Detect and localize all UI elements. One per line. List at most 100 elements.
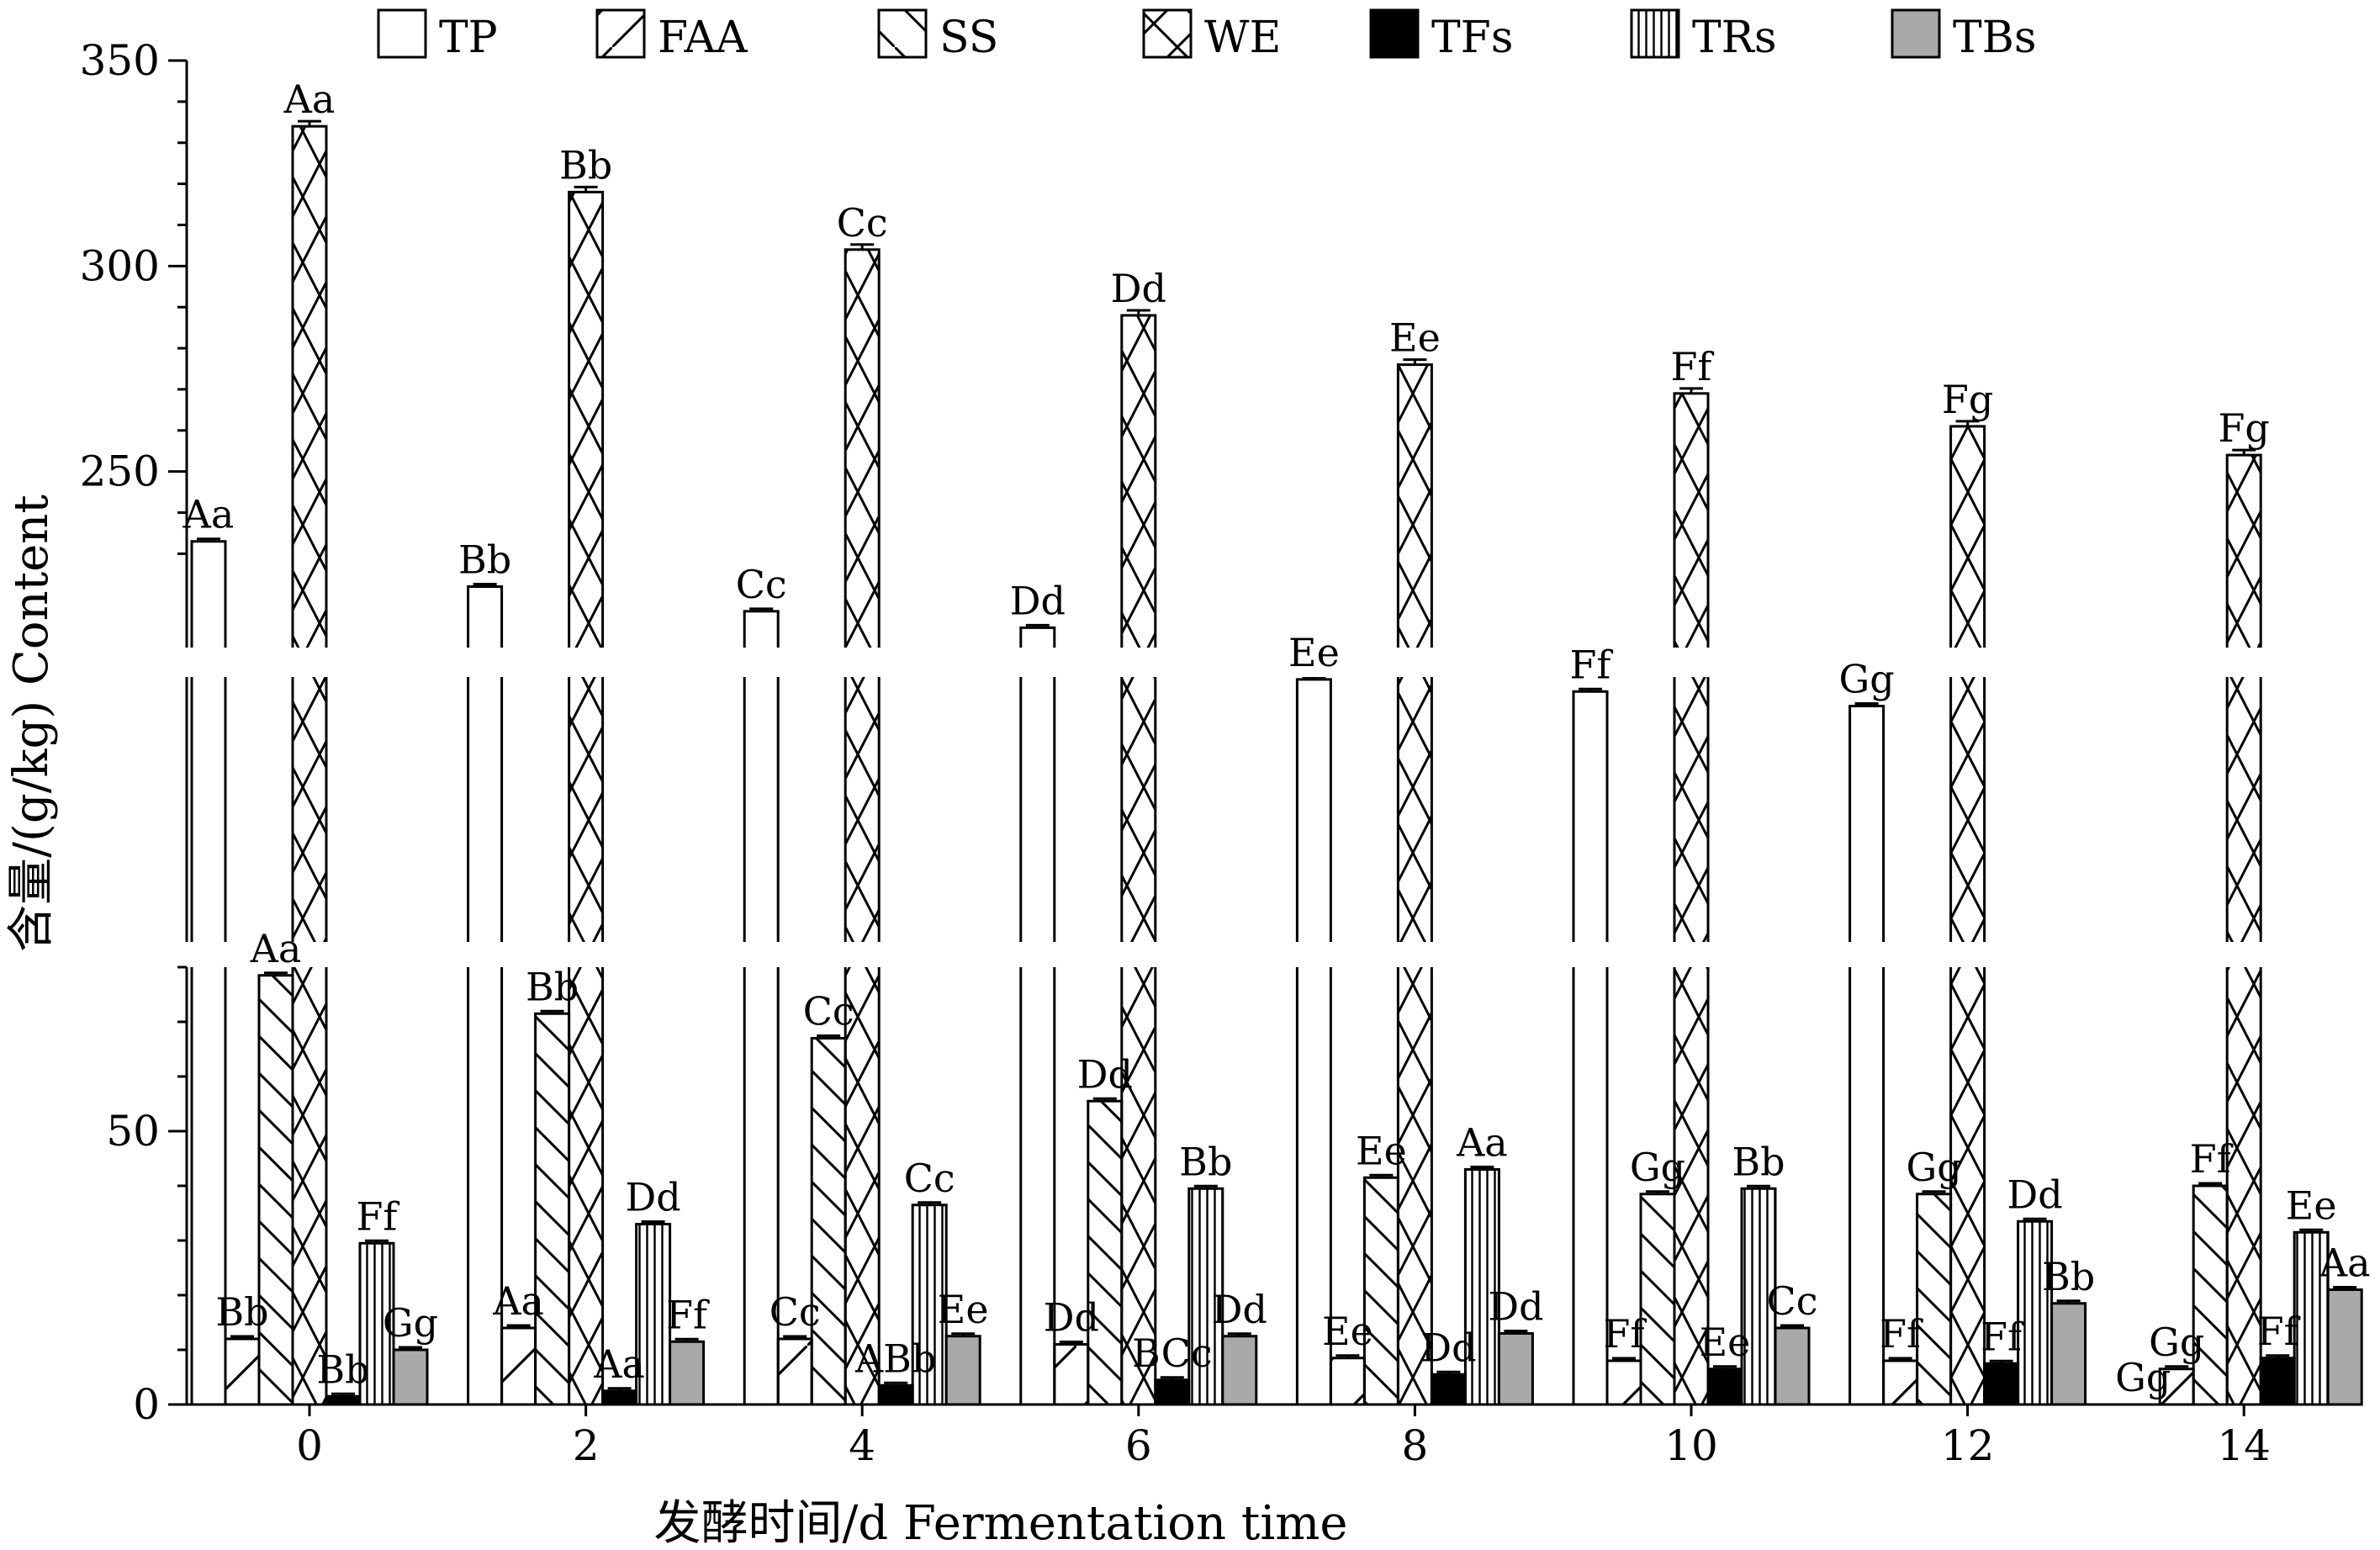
x-tick-label-6: 6 <box>1125 1421 1152 1470</box>
bar-faa-4 <box>776 1337 813 1406</box>
significance-label-ss-12: Gg <box>1906 1145 1961 1190</box>
significance-label-tbs-10: Cc <box>1767 1278 1818 1324</box>
significance-label-ss-2: Bb <box>526 964 579 1009</box>
significance-label-we-6: Dd <box>1111 266 1166 311</box>
significance-label-faa-8: Ee <box>1322 1309 1373 1354</box>
bar-tbs-4 <box>944 1335 981 1406</box>
bar-tfs-8 <box>1430 1373 1467 1406</box>
bar-ss-12 <box>1916 1193 1953 1406</box>
significance-label-trs-4: Cc <box>904 1156 955 1201</box>
significance-label-we-12: Fg <box>1942 377 1993 422</box>
significance-label-tfs-2: Aa <box>593 1341 645 1387</box>
bar-tp-10 <box>1572 690 1609 1406</box>
significance-label-faa-10: Ff <box>1604 1311 1647 1357</box>
significance-label-ss-0: Aa <box>250 926 302 971</box>
significance-label-tbs-14: Aa <box>2319 1241 2371 1286</box>
bar-ss-4 <box>810 1037 847 1406</box>
bar-we-2 <box>568 190 605 1406</box>
significance-label-tfs-6: BCc <box>1132 1330 1213 1376</box>
bar-we-14 <box>2225 453 2262 1406</box>
bar-we-6 <box>1120 314 1157 1406</box>
bar-tbs-14 <box>2326 1288 2363 1406</box>
x-tick-label-2: 2 <box>573 1421 600 1470</box>
y-tick-label-50: 50 <box>106 1107 160 1156</box>
bar-tfs-14 <box>2259 1357 2296 1406</box>
significance-label-trs-10: Bb <box>1732 1139 1785 1184</box>
legend-label-ss: SS <box>939 13 998 63</box>
significance-label-tbs-6: Dd <box>1212 1287 1267 1332</box>
x-tick-label-8: 8 <box>1401 1421 1428 1470</box>
bar-trs-12 <box>2017 1219 2054 1406</box>
significance-label-tbs-2: Ff <box>666 1292 710 1337</box>
significance-label-we-2: Bb <box>559 142 612 188</box>
significance-label-we-4: Cc <box>837 200 888 246</box>
bar-tbs-10 <box>1774 1326 1811 1406</box>
bar-trs-4 <box>911 1203 948 1406</box>
legend: TP FAA SS WE TFs TRs TBs <box>377 8 2037 63</box>
bar-ss-6 <box>1087 1099 1124 1406</box>
bar-faa-12 <box>1882 1359 1919 1406</box>
significance-label-faa-4: Cc <box>770 1289 821 1335</box>
significance-label-tp-4: Cc <box>736 562 787 607</box>
significance-label-tfs-10: Ee <box>1700 1320 1751 1365</box>
legend-label-tp: TP <box>439 13 498 63</box>
bar-tfs-2 <box>601 1389 638 1406</box>
significance-label-tbs-0: Gg <box>383 1300 438 1346</box>
bar-tfs-6 <box>1154 1378 1191 1406</box>
significance-label-faa-0: Bb <box>215 1289 268 1335</box>
bar-we-0 <box>291 124 328 1406</box>
significance-label-ss-8: Ee <box>1356 1128 1407 1173</box>
significance-labels-layer: Aa Bb Aa Aa Bb Ff Gg Bb Aa Bb Bb Aa Dd Ff Cc Cc Cc Cc ABb C… <box>182 77 2371 1400</box>
bar-faa-2 <box>500 1326 537 1406</box>
significance-label-tfs-12: Ff <box>1981 1314 2024 1359</box>
significance-label-we-10: Ff <box>1671 344 1715 389</box>
bar-faa-0 <box>224 1337 261 1406</box>
bar-ss-8 <box>1362 1176 1399 1406</box>
bar-ss-2 <box>534 1012 571 1406</box>
bar-tp-12 <box>1848 705 1885 1406</box>
significance-label-ss-14: Ff <box>2190 1136 2234 1182</box>
significance-label-tbs-4: Ee <box>938 1287 989 1332</box>
bar-we-10 <box>1673 392 1710 1406</box>
bar-tp-2 <box>467 585 504 1406</box>
legend-swatch-tp <box>377 8 427 59</box>
bar-tp-8 <box>1295 678 1332 1406</box>
significance-label-tp-8: Ee <box>1288 630 1340 675</box>
significance-label-trs-2: Dd <box>625 1175 680 1220</box>
bar-trs-10 <box>1740 1187 1777 1406</box>
x-tick-label-4: 4 <box>849 1421 875 1470</box>
significance-label-we-14: Fg <box>2219 405 2270 451</box>
bar-faa-6 <box>1053 1343 1090 1406</box>
significance-label-tfs-14: Ff <box>2257 1309 2301 1354</box>
bar-tbs-8 <box>1497 1332 1534 1406</box>
axes-layer: 0 2 4 6 8 10 12 14 0 50 250 300 350 <box>80 36 2361 1470</box>
bar-tbs-0 <box>392 1348 429 1406</box>
bar-we-12 <box>1949 425 1986 1406</box>
bar-faa-8 <box>1329 1357 1366 1406</box>
significance-label-tfs-8: Dd <box>1420 1325 1476 1370</box>
legend-swatch-ss <box>877 8 928 59</box>
y-tick-label-0: 0 <box>133 1380 160 1429</box>
significance-label-tp-10: Ff <box>1570 642 1614 687</box>
significance-label-tbs-8: Dd <box>1488 1284 1543 1330</box>
legend-swatch-tfs <box>1369 8 1420 59</box>
significance-label-tp-14: Gg <box>2115 1355 2171 1400</box>
bar-ss-10 <box>1639 1193 1676 1406</box>
legend-swatch-we <box>1142 8 1193 59</box>
significance-label-trs-0: Ff <box>357 1193 400 1239</box>
significance-label-trs-8: Aa <box>1456 1120 1508 1166</box>
bar-trs-6 <box>1187 1187 1224 1406</box>
significance-label-tfs-4: ABb <box>854 1336 936 1381</box>
bar-tfs-10 <box>1706 1367 1743 1406</box>
significance-label-we-8: Ee <box>1389 315 1441 361</box>
legend-swatch-tbs <box>1891 8 1941 59</box>
significance-label-tfs-0: Bb <box>316 1346 369 1392</box>
significance-label-trs-12: Dd <box>2007 1172 2062 1217</box>
significance-label-tp-6: Dd <box>1010 578 1066 623</box>
significance-label-trs-6: Bb <box>1179 1139 1232 1184</box>
y-tick-label-300: 300 <box>80 241 160 290</box>
significance-label-faa-12: Ff <box>1880 1311 1923 1357</box>
bar-ss-14 <box>2192 1184 2229 1406</box>
significance-label-tbs-12: Bb <box>2042 1254 2095 1299</box>
